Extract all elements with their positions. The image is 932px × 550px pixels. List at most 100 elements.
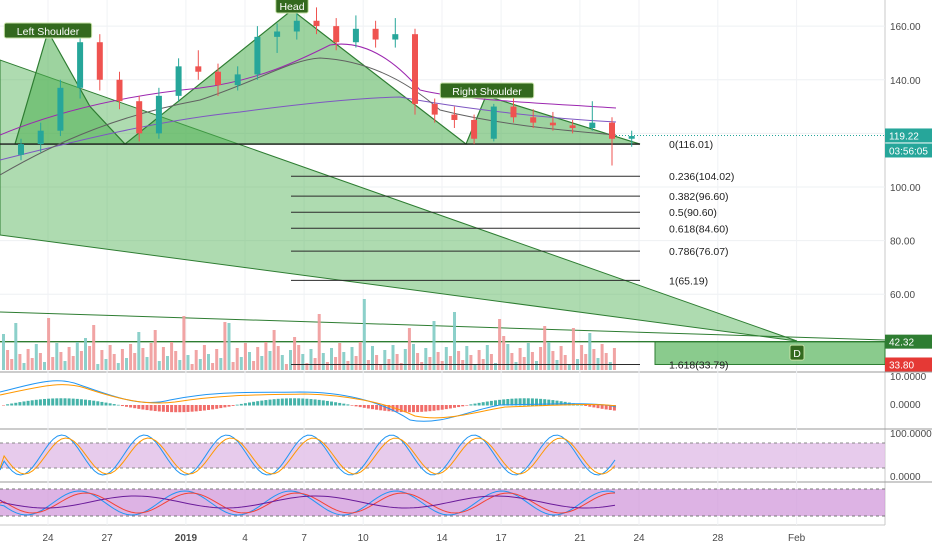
- macd-histogram-bar: [535, 398, 538, 406]
- macd-histogram-bar: [416, 405, 420, 413]
- macd-histogram-bar: [260, 400, 264, 406]
- volume-bars: [2, 299, 616, 370]
- candle-body: [96, 42, 103, 80]
- price-tick-label: 80.00: [890, 237, 915, 248]
- candle-body: [392, 34, 399, 40]
- volume-bar: [453, 312, 456, 370]
- volume-bar: [514, 362, 518, 370]
- macd-histogram-bar: [219, 405, 223, 409]
- candle-body: [372, 28, 379, 40]
- macd-histogram-bar: [317, 399, 321, 406]
- macd-histogram-bar: [10, 403, 14, 406]
- macd-histogram-bar: [584, 405, 588, 406]
- macd-histogram-bar: [2, 405, 5, 406]
- time-tick-label: 28: [712, 533, 724, 544]
- macd-histogram-bar: [481, 402, 485, 406]
- box-top-tag: 42.32: [889, 338, 914, 349]
- stoch-d-line-2: [0, 492, 616, 514]
- macd-histogram-bar: [178, 405, 182, 413]
- volume-bar: [358, 342, 362, 370]
- macd-histogram-bar: [338, 402, 342, 406]
- volume-bar: [412, 344, 415, 370]
- macd-histogram-bar: [59, 398, 63, 406]
- macd-histogram-bar: [494, 400, 497, 406]
- fib-level-label: 0.382(96.60): [669, 191, 729, 203]
- macd-histogram-bar: [264, 400, 268, 406]
- macd-histogram-bar: [120, 405, 124, 407]
- ma-gray: [0, 57, 617, 176]
- fib-level-label: 0(116.01): [669, 139, 713, 151]
- candle-body: [215, 71, 221, 86]
- volume-bar: [518, 348, 522, 370]
- macd-histogram-bar: [588, 405, 592, 407]
- volume-bar: [161, 347, 165, 370]
- volume-bar: [182, 316, 186, 370]
- macd-histogram-bar: [580, 404, 584, 406]
- candle-body: [195, 66, 202, 72]
- macd-histogram-bar: [63, 398, 67, 406]
- volume-bar: [604, 353, 608, 370]
- macd-histogram-bar: [67, 398, 71, 406]
- macd-histogram-bar: [612, 405, 616, 411]
- target-label: D: [793, 348, 801, 360]
- macd-histogram-bar: [116, 404, 120, 406]
- volume-bar: [67, 347, 71, 370]
- volume-bar: [330, 348, 333, 370]
- volume-bar: [170, 342, 174, 370]
- price-tick-label: 100.00: [890, 183, 921, 194]
- macd-histogram-bar: [75, 398, 79, 406]
- candle-body: [412, 34, 418, 104]
- candle-body: [510, 106, 517, 118]
- volume-bar: [432, 321, 436, 370]
- volume-bar: [289, 350, 292, 370]
- volume-bar: [494, 363, 497, 370]
- volume-bar: [444, 347, 448, 370]
- macd-histogram-bar: [371, 405, 374, 410]
- volume-bar: [457, 351, 461, 370]
- volume-bar: [559, 346, 563, 370]
- volume-bar: [166, 356, 169, 370]
- volume-bar: [584, 354, 588, 370]
- box-top-tag-bg: [885, 334, 932, 349]
- macd-histogram-bar: [502, 399, 506, 406]
- volume-bar: [522, 357, 526, 370]
- macd-histogram-bar: [198, 405, 202, 411]
- time-tick-label: 14: [436, 533, 448, 544]
- macd-histogram-bar: [211, 405, 215, 410]
- right-shoulder-label: Right Shoulder: [452, 86, 522, 98]
- price-tick-label: 160.00: [890, 22, 921, 33]
- macd-histogram-bar: [153, 405, 157, 412]
- macd-histogram-bar: [125, 405, 128, 407]
- macd-histogram-bar: [551, 400, 555, 406]
- volume-bar: [149, 343, 153, 370]
- macd-histogram-bar: [350, 405, 354, 406]
- volume-bar: [260, 356, 264, 370]
- macd-histogram-bar: [161, 405, 165, 412]
- volume-bar: [498, 319, 502, 370]
- countdown-tag-bg: [885, 143, 932, 158]
- indicator-panes: [0, 380, 885, 517]
- volume-bar: [252, 361, 256, 370]
- volume-bar: [145, 357, 149, 370]
- macd-histogram-bar: [420, 405, 424, 412]
- volume-bar: [38, 353, 42, 370]
- volume-bar: [469, 355, 473, 370]
- macd-histogram-bar: [362, 405, 366, 408]
- volume-bar: [362, 299, 366, 370]
- macd-histogram-bar: [18, 402, 22, 406]
- volume-bar: [424, 348, 428, 370]
- candle-body: [333, 26, 340, 43]
- time-tick-label: 10: [358, 533, 370, 544]
- fibonacci-levels: 0(116.01) 0.236(104.02) 0.382(96.60) 0.5(90…: [291, 139, 734, 372]
- macd-histogram-bar: [297, 398, 301, 406]
- candle-body: [313, 20, 320, 27]
- volume-bar: [592, 349, 596, 370]
- head-label-box: [275, 0, 309, 14]
- volume-bar: [321, 353, 325, 370]
- volume-bar: [2, 334, 5, 370]
- macd-histogram-bar: [330, 401, 333, 406]
- macd-histogram-bar: [133, 405, 137, 409]
- volume-bar: [186, 355, 190, 370]
- macd-histogram-bar: [424, 405, 428, 412]
- macd-histogram-bar: [547, 399, 551, 406]
